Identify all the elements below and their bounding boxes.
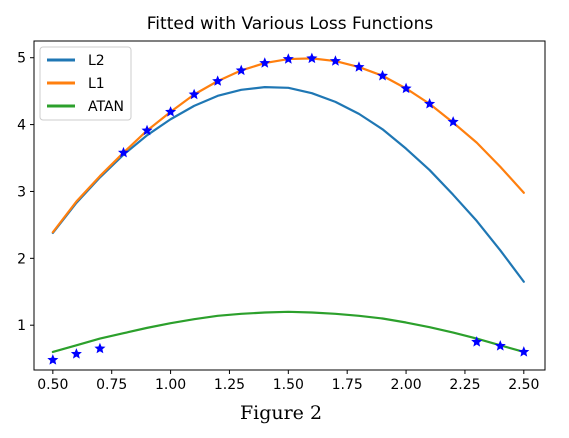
- x-tick-label: 1.25: [214, 377, 245, 393]
- y-tick-label: 4: [17, 118, 26, 134]
- y-tick-label: 3: [17, 184, 26, 200]
- legend-box: [39, 46, 132, 121]
- data-point-star: [306, 52, 318, 64]
- data-point-star: [377, 69, 389, 81]
- data-point-star: [141, 124, 153, 136]
- data-point-star: [447, 116, 459, 127]
- legend: L2 L1 ATAN: [39, 46, 132, 121]
- x-tick-label: 1.50: [273, 377, 304, 393]
- data-point-star: [188, 88, 200, 100]
- y-axis: 1 2 3 4 5: [17, 51, 34, 334]
- data-point-star: [282, 53, 294, 64]
- x-tick-label: 1.00: [155, 377, 186, 393]
- data-point-star: [117, 146, 129, 158]
- x-tick-label: 1.75: [332, 377, 363, 393]
- y-tick-label: 2: [17, 251, 26, 267]
- x-tick-label: 2.50: [508, 377, 539, 393]
- scatter-layer: [47, 52, 530, 365]
- y-tick-label: 5: [17, 51, 26, 67]
- data-point-star: [518, 346, 530, 357]
- x-tick-label: 2.25: [449, 377, 480, 393]
- x-tick-label: 2.00: [390, 377, 421, 393]
- data-point-star: [471, 336, 483, 347]
- x-tick-label: 0.75: [96, 377, 127, 393]
- data-point-star: [165, 106, 177, 117]
- series-line-l2: [51, 86, 525, 283]
- legend-label-l2: L2: [88, 53, 105, 69]
- data-point-star: [47, 354, 59, 365]
- plot-frame: [33, 40, 546, 371]
- data-point-star: [400, 82, 412, 94]
- legend-label-atan: ATAN: [88, 99, 124, 115]
- chart-title: Fitted with Various Loss Functions: [147, 14, 434, 34]
- data-point-star: [70, 348, 82, 359]
- data-point-star: [494, 340, 506, 351]
- legend-label-l1: L1: [88, 76, 105, 92]
- data-point-star: [329, 55, 341, 66]
- data-point-star: [212, 75, 224, 86]
- data-point-star: [424, 98, 436, 109]
- data-point-star: [94, 342, 106, 354]
- y-tick-label: 1: [17, 318, 26, 334]
- data-point-star: [353, 61, 365, 72]
- x-tick-label: 0.50: [37, 377, 68, 393]
- figure-caption: Figure 2: [240, 402, 322, 424]
- data-point-star: [259, 57, 271, 68]
- series-line-atan: [51, 310, 525, 354]
- data-point-star: [235, 64, 247, 76]
- x-axis: 0.50 0.75 1.00 1.25 1.50 1.75 2.00 2.25 2.50: [37, 370, 539, 393]
